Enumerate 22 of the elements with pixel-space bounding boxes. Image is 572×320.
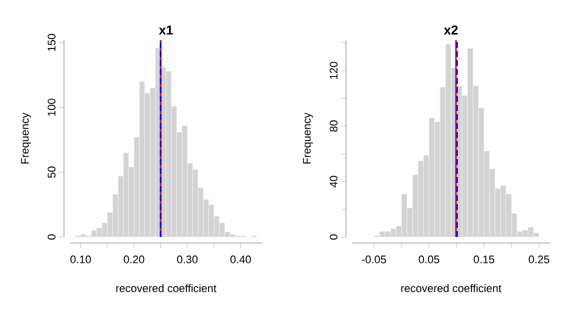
x-tick-label: 0.15 bbox=[474, 256, 494, 264]
x-tick-label: 0.40 bbox=[230, 256, 251, 264]
y-tick-label: 0 bbox=[330, 234, 338, 240]
y-tick-label: 80 bbox=[330, 120, 338, 132]
x-tick-label: 0.25 bbox=[528, 256, 550, 264]
y-tick-label: 40 bbox=[330, 176, 338, 188]
chart-title: x1 bbox=[158, 26, 173, 34]
y-tick-label: 120 bbox=[330, 62, 338, 79]
x-tick-label: 0.05 bbox=[418, 256, 440, 264]
y-axis-title: Frequency bbox=[21, 112, 31, 164]
y-tick-label: 150 bbox=[48, 34, 56, 51]
x-tick-label: 0.20 bbox=[124, 256, 144, 264]
x-axis-title: recovered coefficient bbox=[116, 284, 216, 292]
x-axis-title: recovered coefficient bbox=[401, 284, 502, 292]
y-tick-label: 100 bbox=[48, 98, 56, 116]
y-tick-label: 0 bbox=[48, 234, 56, 240]
chart-title: x2 bbox=[444, 25, 458, 34]
y-tick-label: 50 bbox=[48, 166, 56, 178]
y-axis-title: Frequency bbox=[303, 112, 313, 164]
x-tick-label: -0.05 bbox=[362, 256, 386, 264]
x-tick-label: 0.30 bbox=[177, 256, 198, 264]
x-tick-label: 0.10 bbox=[70, 256, 91, 264]
